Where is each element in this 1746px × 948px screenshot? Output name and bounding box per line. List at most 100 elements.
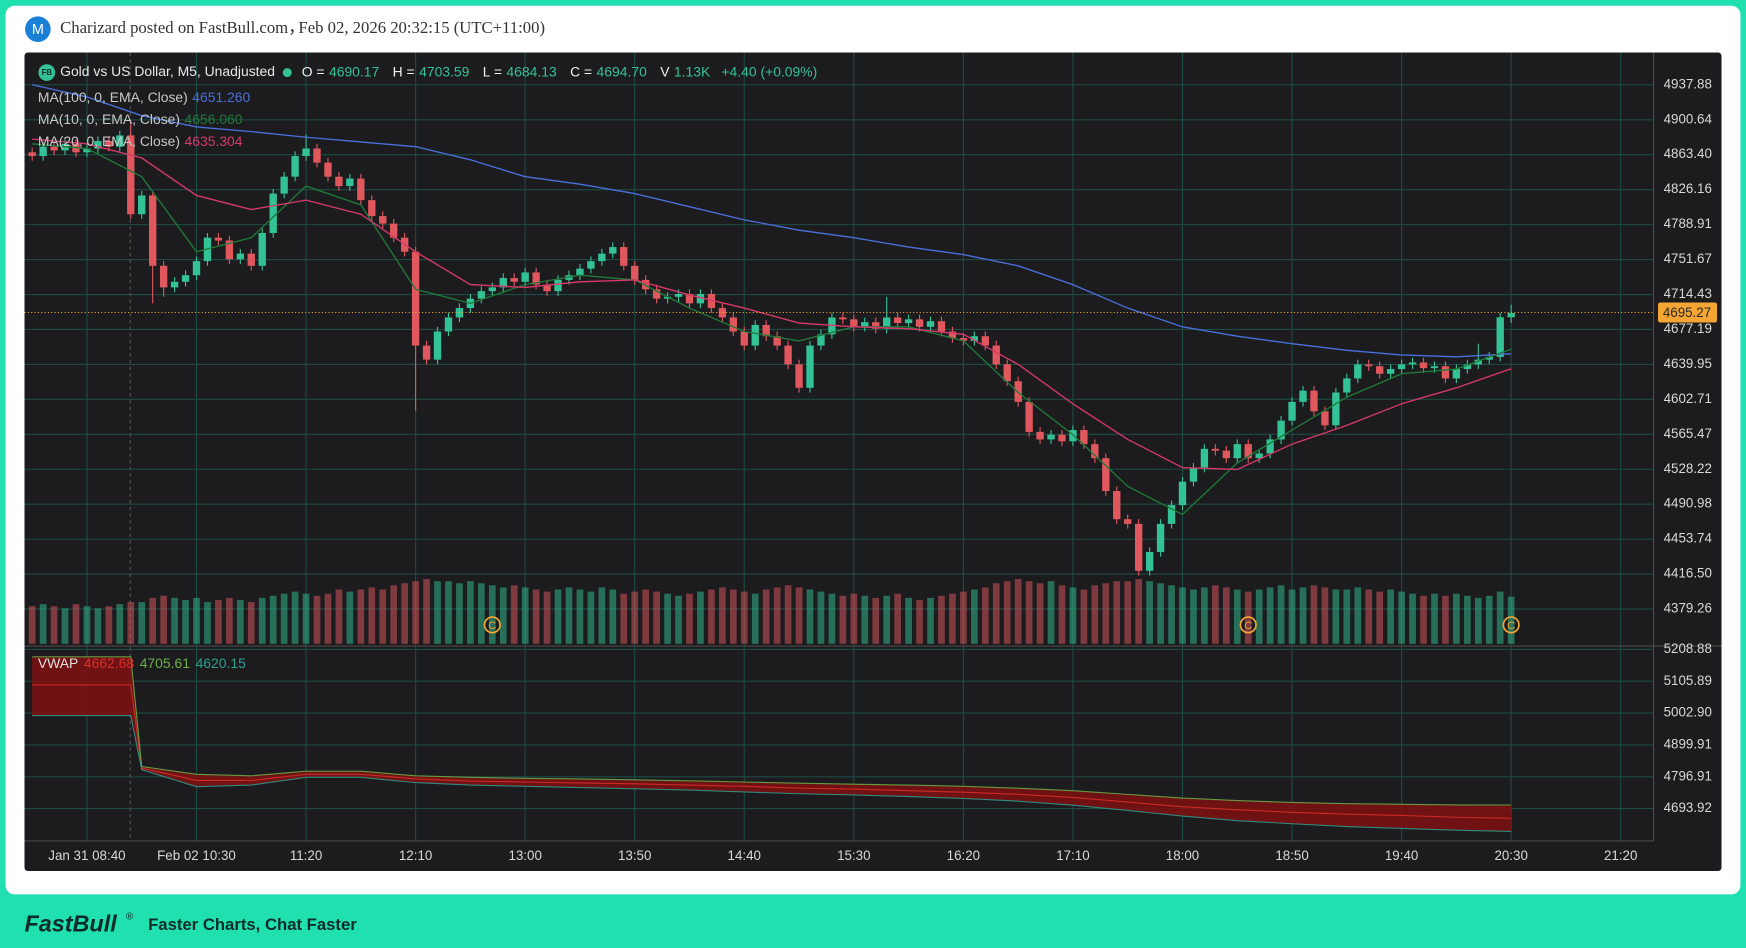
candle-body (609, 247, 617, 254)
overlay: 4937.88 4900.64 4863.40 4826.16 4788.91 4751.… (24, 63, 1718, 863)
volume-bar (1266, 587, 1274, 644)
volume-bar (740, 591, 748, 644)
y-tick-label: 4490.98 (1664, 496, 1712, 511)
candle-body (258, 232, 266, 266)
candle-body (773, 336, 781, 346)
volume-bar (105, 606, 113, 644)
candle-body (521, 272, 529, 282)
volume-bar (850, 593, 858, 644)
volume-bar (806, 589, 814, 644)
volume-bar (565, 587, 573, 644)
legend-change: +4.40 (+0.09%) (721, 63, 817, 79)
y-tick-label: 4602.71 (1664, 391, 1712, 406)
candle-body (1244, 444, 1252, 459)
chart-panel (24, 52, 1722, 871)
candle-body (368, 200, 376, 217)
candle-body (280, 176, 288, 194)
candle-body (1266, 439, 1274, 454)
volume-bar (434, 581, 441, 644)
candle-body (663, 296, 672, 299)
candle-body (411, 251, 420, 346)
post-time: Feb 02, 2026 20:32:15 (UTC+11:00) (298, 18, 545, 37)
candle-body (598, 253, 606, 262)
volume-bar (488, 585, 496, 644)
volume-bar (499, 587, 507, 644)
volume-bar (664, 593, 671, 644)
volume-bar (587, 591, 595, 644)
candle-body (1408, 362, 1417, 365)
vwap-legend-value: 4705.61 (140, 655, 191, 671)
volume-bar (1398, 591, 1405, 644)
candle-body (357, 178, 365, 201)
vwap-line (32, 684, 1512, 819)
volume-bar (72, 604, 80, 644)
candle-body (981, 336, 989, 346)
candle-body (1376, 366, 1384, 374)
volume-bar (1135, 579, 1143, 644)
post-author: Charizard posted on FastBull.com， (60, 18, 305, 37)
volume-bar (1113, 581, 1121, 644)
last-price-box (1658, 302, 1718, 323)
volume-bar (1310, 585, 1318, 644)
volume-bar (981, 587, 989, 644)
volume-bar (1453, 593, 1460, 644)
volume-bar (1431, 593, 1438, 644)
candle-body (1058, 434, 1066, 442)
volume-bar (1190, 589, 1197, 644)
legend-value: 4690.17 (329, 63, 380, 79)
candle-body (324, 162, 332, 177)
candle-body (850, 319, 858, 327)
y2-tick-label: 5105.89 (1664, 673, 1712, 688)
volume-bar (28, 606, 36, 644)
volume-bar (598, 587, 606, 644)
candle-body (1145, 552, 1154, 571)
candle-body (1025, 401, 1033, 432)
volume-bar (532, 589, 540, 644)
volume-bar (839, 595, 847, 644)
volume-bar (50, 606, 58, 644)
candle-body (1200, 448, 1209, 468)
y-tick-label: 4900.64 (1664, 111, 1713, 126)
candle-body (685, 293, 694, 304)
volume-bar (773, 587, 781, 644)
vwap-legend-name: VWAP (38, 655, 78, 671)
volume-bar (554, 589, 562, 644)
candle-body (83, 148, 91, 153)
volume-bar (642, 589, 650, 644)
y-tick-label: 4677.19 (1664, 321, 1712, 336)
volume-bar (280, 593, 288, 644)
candle-body (937, 321, 946, 332)
candle-body (959, 338, 968, 341)
candle-body (127, 135, 135, 215)
volume-bar (927, 597, 934, 644)
candle-body (1441, 366, 1450, 379)
x-tick-label: 20:30 (1494, 848, 1527, 863)
x-tick-label: 18:50 (1275, 848, 1308, 863)
volume-bar (1354, 587, 1362, 644)
volume-bar (1507, 596, 1515, 644)
candle-body (302, 148, 310, 157)
volume-bar (83, 606, 91, 644)
volume-bar (1222, 587, 1230, 644)
x-tick-label: 17:10 (1056, 848, 1089, 863)
ma-legend-name: MA(10, 0, EMA, Close) (38, 111, 180, 127)
candle-body (762, 324, 770, 337)
candle-body (1167, 505, 1176, 524)
y-tick-label: 4826.16 (1664, 181, 1712, 196)
volume-bar (1003, 581, 1011, 644)
ma-legend-value: 4635.304 (185, 133, 243, 149)
volume-bar (1157, 583, 1164, 644)
x-tick-label: 21:20 (1604, 848, 1637, 863)
avatar (25, 16, 51, 42)
volume-bar (1233, 589, 1241, 644)
volume-bar (576, 589, 584, 644)
footer-tagline: Faster Charts, Chat Faster (148, 915, 357, 934)
ma-line (32, 84, 1512, 358)
candle-body (499, 278, 507, 288)
candle-body (477, 291, 486, 299)
candle-body (587, 261, 595, 269)
candle-body (784, 345, 792, 365)
volume-bar (1124, 581, 1132, 644)
candle-body (422, 345, 431, 360)
candle-body (236, 253, 244, 260)
